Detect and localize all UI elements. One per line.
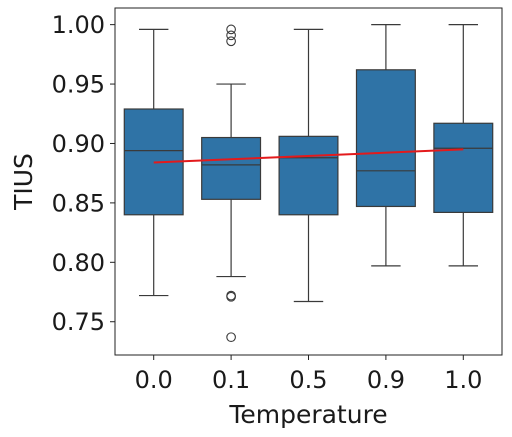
- trend-line: [153, 148, 464, 164]
- iqr-box: [433, 122, 494, 213]
- box-0.1: [201, 24, 262, 343]
- outlier-point: [226, 30, 236, 41]
- box-1.0: [433, 24, 494, 267]
- y-tick-label: 1.00: [52, 11, 105, 39]
- outlier-point: [226, 332, 236, 343]
- x-axis-label: Temperature: [228, 400, 387, 429]
- y-tick-label: 0.95: [52, 71, 105, 99]
- outlier-point: [226, 24, 236, 35]
- iqr-box: [201, 136, 262, 200]
- iqr-box: [355, 69, 416, 208]
- x-axis: 0.0 0.1 0.5 0.9 1.0: [135, 355, 482, 394]
- box-0.9: [355, 24, 416, 267]
- trend-layer: [153, 148, 464, 164]
- y-axis-label: TIUS: [9, 153, 38, 211]
- outlier-point: [226, 36, 236, 47]
- x-tick-label: 0.9: [367, 366, 405, 394]
- y-tick-label: 0.75: [52, 308, 105, 336]
- y-tick-label: 0.90: [52, 130, 105, 158]
- outlier-point: [226, 291, 236, 302]
- box-0.5: [278, 28, 339, 303]
- y-tick-label: 0.85: [52, 189, 105, 217]
- boxes-layer: [123, 24, 494, 343]
- x-tick-label: 0.1: [212, 366, 250, 394]
- y-axis: 0.75 0.80 0.85 0.90 0.95 1.00: [52, 11, 115, 336]
- y-tick-label: 0.80: [52, 249, 105, 277]
- x-tick-label: 0.0: [135, 366, 173, 394]
- iqr-box: [278, 135, 339, 216]
- x-tick-label: 0.5: [289, 366, 327, 394]
- x-tick-label: 1.0: [444, 366, 482, 394]
